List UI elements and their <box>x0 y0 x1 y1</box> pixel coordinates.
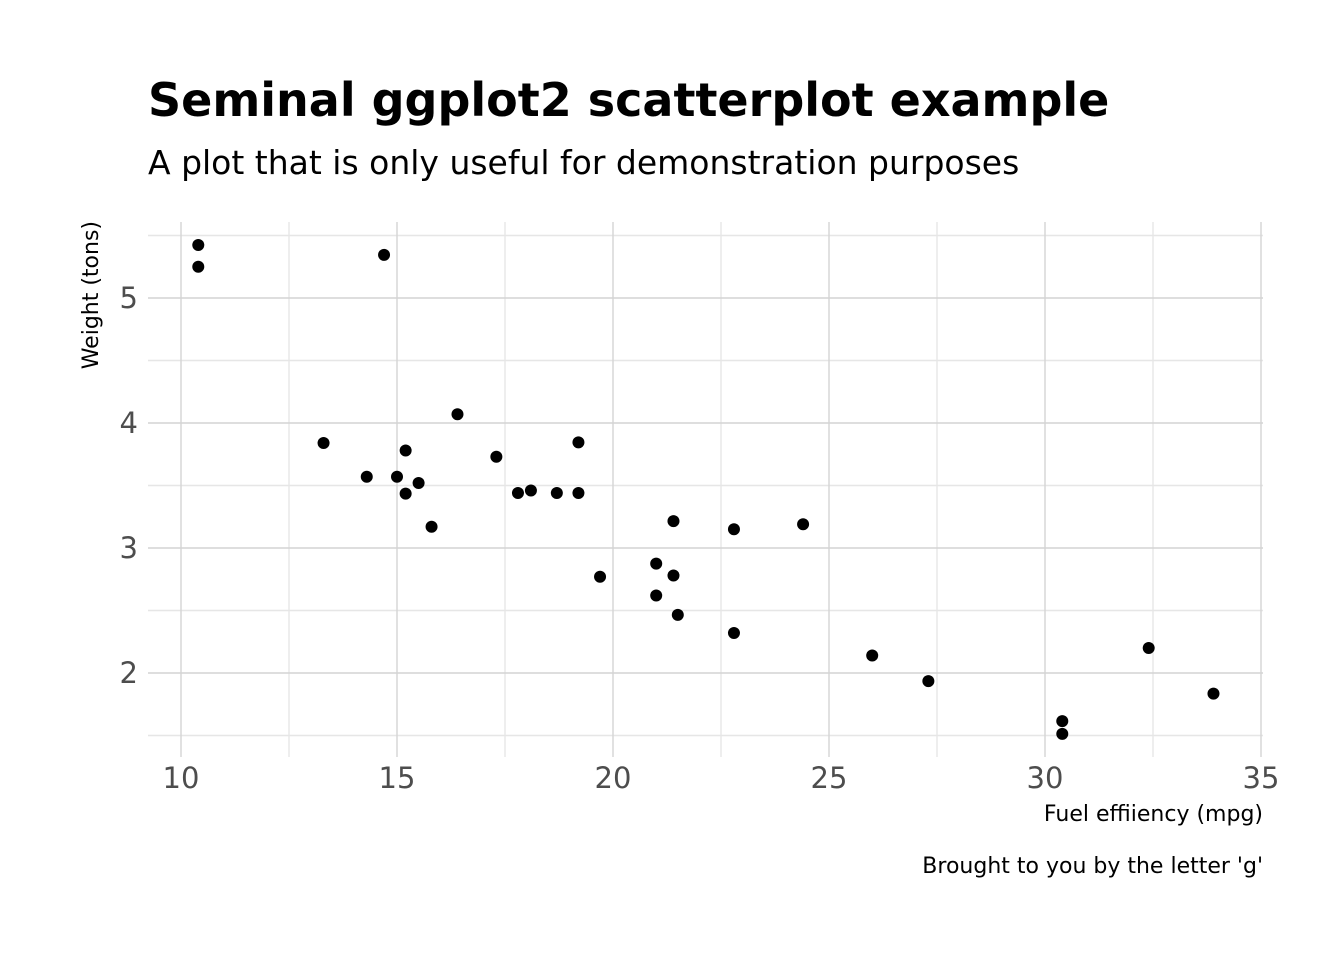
x-tick-label: 10 <box>163 761 200 795</box>
data-point <box>1056 715 1069 728</box>
x-axis-title: Fuel effiiency (mpg) <box>1044 802 1263 827</box>
data-point <box>550 487 563 499</box>
y-axis-tick-labels: 2 3 4 5 <box>120 281 138 690</box>
major-gridlines <box>148 222 1263 757</box>
data-point <box>650 557 663 570</box>
y-axis-title: Weight (tons) <box>79 221 104 369</box>
data-point <box>391 470 403 483</box>
data-point <box>412 477 425 489</box>
data-point <box>399 444 412 457</box>
x-tick-label: 25 <box>811 761 848 795</box>
data-point <box>490 450 503 463</box>
x-tick-label: 20 <box>595 761 632 795</box>
y-tick-label: 3 <box>120 531 138 565</box>
data-point <box>727 627 740 639</box>
data-point <box>192 260 205 273</box>
data-point <box>524 484 537 497</box>
data-point <box>594 570 607 583</box>
data-point <box>572 487 585 499</box>
y-tick-label: 2 <box>120 656 138 690</box>
data-point <box>1207 687 1220 700</box>
data-points <box>192 239 1220 740</box>
data-point <box>360 470 373 483</box>
data-point <box>378 248 391 261</box>
x-tick-label: 15 <box>379 761 416 795</box>
data-point <box>1056 727 1069 740</box>
data-point <box>650 589 663 602</box>
chart-title: Seminal ggplot2 scatterplot example <box>148 73 1109 127</box>
data-point <box>425 520 438 533</box>
minor-gridlines <box>148 222 1263 757</box>
y-tick-label: 5 <box>120 281 138 315</box>
data-point <box>1142 642 1155 654</box>
chart-caption: Brought to you by the letter 'g' <box>922 854 1263 879</box>
x-tick-label: 30 <box>1027 761 1064 795</box>
data-point <box>511 487 524 499</box>
data-point <box>192 239 205 251</box>
data-point <box>572 436 585 449</box>
y-tick-label: 4 <box>120 406 138 440</box>
chart-subtitle: A plot that is only useful for demonstra… <box>148 143 1019 182</box>
data-point <box>317 437 330 449</box>
data-point <box>671 608 684 621</box>
data-point <box>451 408 464 421</box>
data-point <box>399 487 412 500</box>
data-point <box>797 518 810 531</box>
x-axis-tick-labels: 10 15 20 25 30 35 <box>163 761 1280 795</box>
data-point <box>667 515 680 528</box>
data-point <box>727 523 740 536</box>
data-point <box>866 649 879 662</box>
x-tick-label: 35 <box>1243 761 1280 795</box>
data-point <box>667 569 680 582</box>
data-point <box>922 675 935 688</box>
